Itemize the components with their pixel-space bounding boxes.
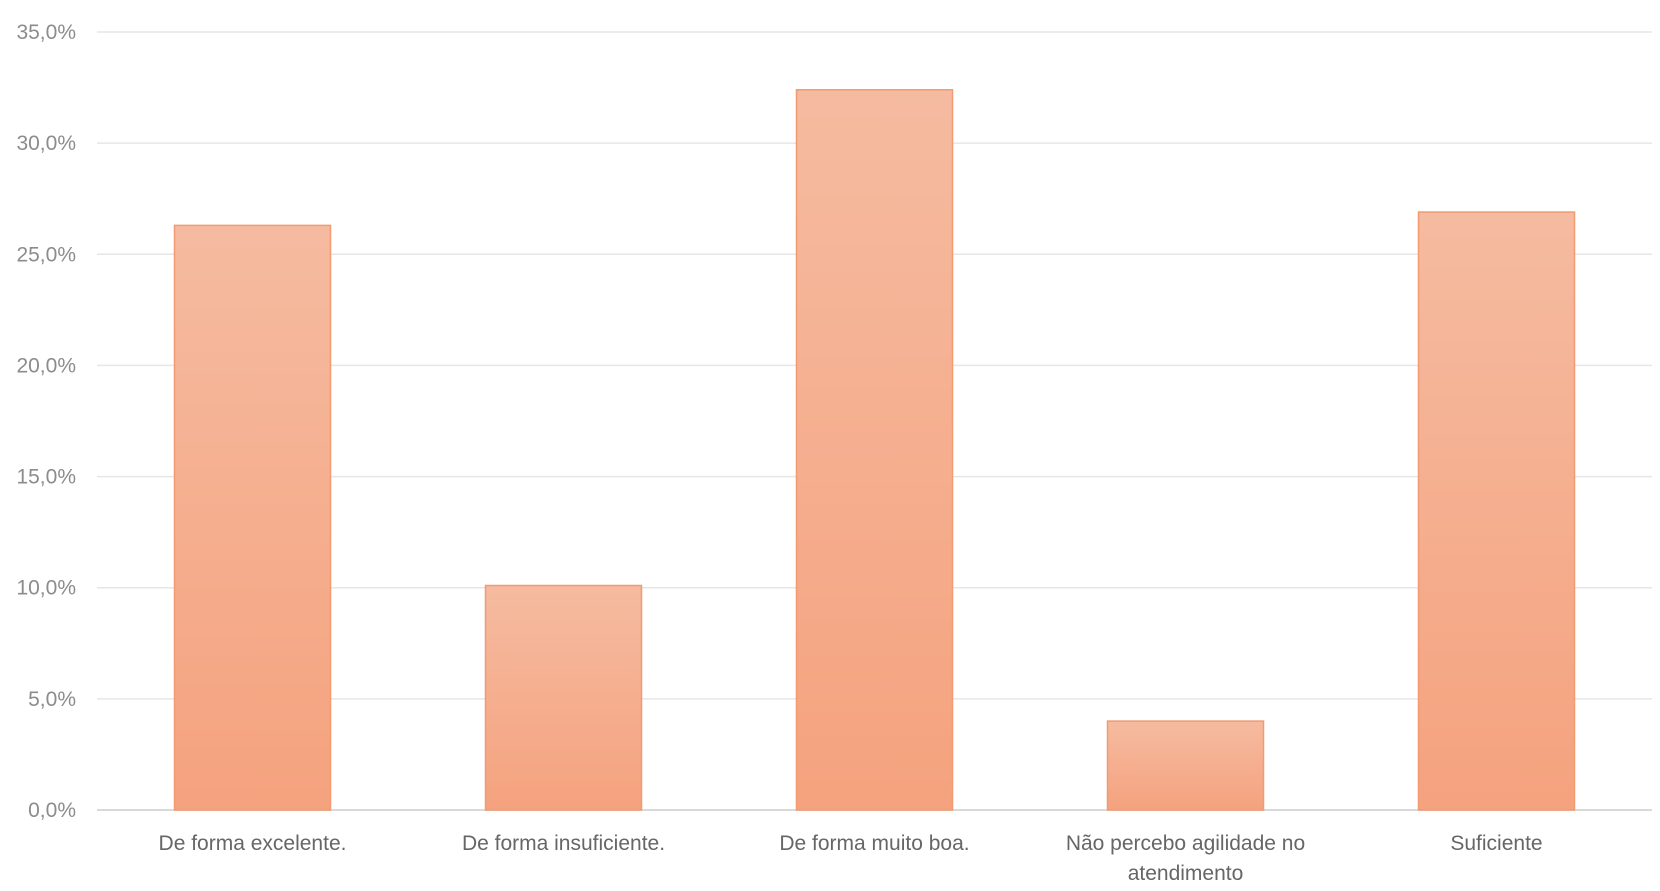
- y-axis-tick-labels: 0,0% 5,0% 10,0% 15,0% 20,0% 25,0% 30,0% 35,0%: [16, 21, 76, 822]
- y-tick-label: 0,0%: [28, 799, 76, 822]
- bar: [795, 89, 954, 811]
- x-category-label: atendimento: [1128, 862, 1244, 885]
- bar: [173, 224, 332, 811]
- y-tick-label: 10,0%: [16, 577, 76, 600]
- bar: [1417, 211, 1576, 811]
- bar: [484, 584, 643, 811]
- y-tick-label: 15,0%: [16, 466, 76, 489]
- x-category-label: De forma excelente.: [159, 832, 347, 855]
- x-category-label: De forma insuficiente.: [462, 832, 665, 855]
- bars: [173, 89, 1576, 811]
- y-tick-label: 20,0%: [16, 354, 76, 377]
- y-tick-label: 5,0%: [28, 688, 76, 711]
- x-axis-category-labels: De forma excelente. De forma insuficiente…: [159, 832, 1543, 885]
- x-category-label: Suficiente: [1450, 832, 1542, 855]
- x-category-label: Não percebo agilidade no: [1066, 832, 1305, 855]
- bar: [1106, 720, 1265, 811]
- y-tick-label: 35,0%: [16, 21, 76, 44]
- y-tick-label: 25,0%: [16, 243, 76, 266]
- y-tick-label: 30,0%: [16, 132, 76, 155]
- x-category-label: De forma muito boa.: [779, 832, 969, 855]
